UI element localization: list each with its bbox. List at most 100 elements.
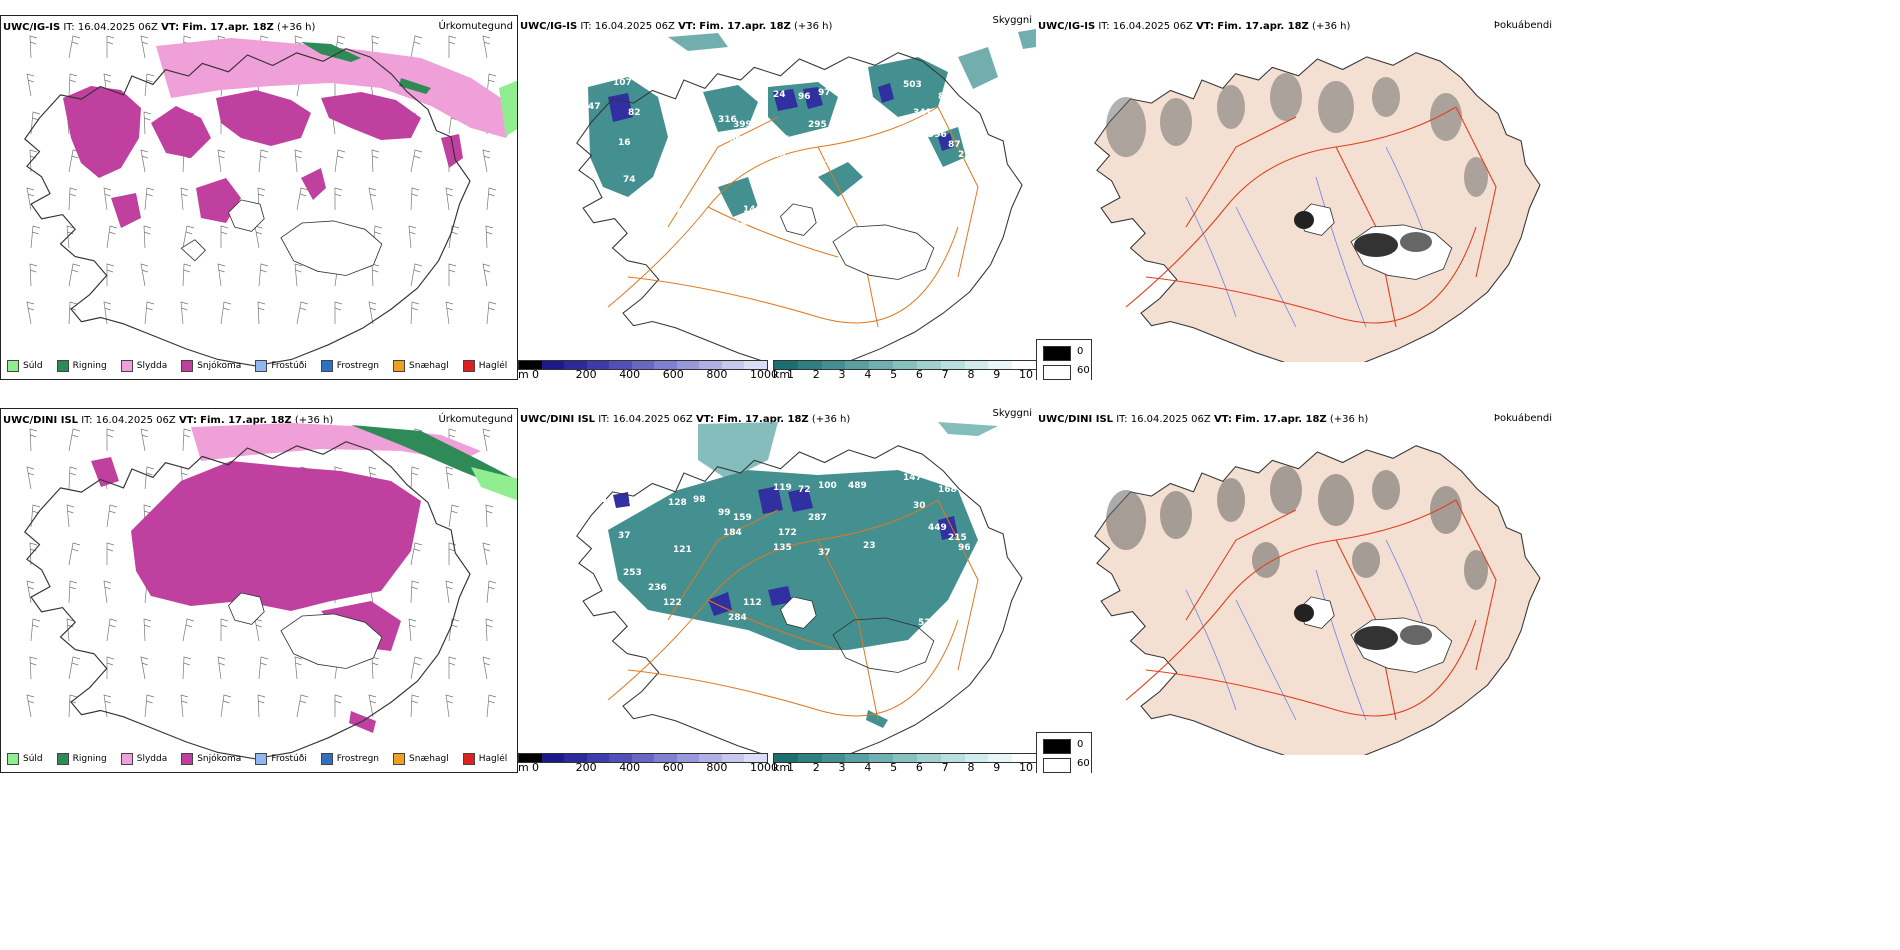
panel-label: Úrkomutegund: [438, 414, 513, 425]
colorbar-tick: 4: [864, 368, 872, 380]
panel-label: Þokuábendi: [1493, 20, 1552, 31]
panel-title: UWC/IG-IS IT: 16.04.2025 06Z VT: Fim. 17…: [3, 22, 316, 33]
legend-swatch: [393, 753, 406, 765]
fog-legend: 0 60: [1036, 732, 1092, 773]
cloudbase-value: 489: [848, 481, 867, 491]
colorbar-tick: 200: [575, 761, 597, 773]
legend-item: Haglél: [462, 753, 508, 765]
cloudbase-value: 74: [623, 175, 636, 185]
visibility-colorbar: [773, 753, 1036, 763]
legend-label: Frostregn: [336, 361, 380, 371]
cloudbase-value: 87: [948, 140, 961, 150]
precip-panel-igis: UWC/IG-IS IT: 16.04.2025 06Z VT: Fim. 17…: [0, 15, 518, 380]
colorbar-tick: 6: [915, 368, 923, 380]
panel-label: Þokuábendi: [1493, 413, 1552, 424]
panel-label: Úrkomutegund: [438, 21, 513, 32]
colorbar-tick: 1: [787, 761, 794, 773]
panel-title: UWC/DINI ISL IT: 16.04.2025 06Z VT: Fim.…: [3, 415, 334, 426]
cloudbase-value: 96: [798, 92, 811, 102]
legend-item: Snjókoma: [181, 360, 241, 372]
legend-item: Slydda: [120, 753, 168, 765]
visibility-colorbar: [773, 360, 1036, 370]
panel-label: Skyggni: [992, 408, 1032, 419]
cloudbase-value: 300: [723, 135, 742, 145]
panel-title: UWC/DINI ISL IT: 16.04.2025 06Z VT: Fim.…: [1038, 414, 1369, 425]
cloudbase-value: 52: [918, 618, 931, 628]
cloudbase-value: 122: [663, 598, 682, 608]
legend-swatch: [120, 360, 133, 372]
fog-shading: [1106, 73, 1488, 197]
colorbar-tick: 9: [993, 761, 1001, 773]
cloudbase-value: 97: [818, 88, 831, 98]
legend-label: Rigning: [72, 754, 107, 764]
cloudbase-value: 128: [788, 208, 807, 218]
precip-map: [24, 35, 517, 367]
legend-item: Rigning: [56, 360, 107, 372]
legend-swatch: [181, 753, 194, 765]
cloudbase-value: 119: [773, 483, 792, 493]
cloudbase-value: 93: [673, 152, 686, 162]
fog-map: [1094, 52, 1541, 362]
cloudbase-value: 341: [913, 108, 932, 118]
legend-label: Slydda: [136, 754, 168, 764]
colorbar-unit: km: [773, 761, 791, 773]
cloudbase-value: 215: [948, 533, 967, 543]
precip-legend: Súld Rigning Slydda Snjókoma Frostúði Frostre…: [7, 753, 517, 765]
cloudbase-value: 995: [668, 105, 687, 115]
sleet-area: [156, 38, 516, 138]
fog-roads: [1125, 106, 1497, 328]
colorbar-tick: 200: [575, 368, 597, 380]
cloudbase-value: 143: [628, 501, 647, 511]
colorbar-tick: 1000: [750, 761, 778, 773]
cloudbase-value: 140: [743, 205, 762, 215]
legend-item: Frostregn: [320, 360, 380, 372]
cloudbase-value: 109: [788, 601, 807, 611]
legend-item: Rigning: [56, 753, 107, 765]
legend-label: Frostregn: [336, 754, 380, 764]
cloudbase-value: 996: [928, 130, 947, 140]
cloudbase-value: 60: [648, 190, 661, 200]
colorbar-tick: 0: [532, 761, 539, 773]
cloudbase-value: 112: [743, 598, 762, 608]
cloudbase-value: 37: [818, 548, 831, 558]
cloudbase-value: 107: [613, 78, 632, 88]
cloudbase-value: 24: [773, 90, 786, 100]
cloudbase-value: 30: [913, 501, 926, 511]
cloudbase-value: 121: [673, 545, 692, 555]
cloudbase-value: 116: [728, 220, 747, 230]
cloudbase-areas: [608, 83, 954, 151]
cloudbase-value: 880: [938, 92, 957, 102]
cloudbase-value: 503: [903, 80, 922, 90]
cloudbase-value: 135: [773, 543, 792, 553]
cloudbase-value: 147: [903, 473, 922, 483]
cloudbase-value: 47: [588, 102, 601, 112]
cloudbase-value: 295: [808, 120, 827, 130]
legend-item: Slydda: [120, 360, 167, 372]
legend-swatch: [120, 753, 133, 765]
legend-swatch: [56, 360, 69, 372]
cloudbase-value: 82: [628, 108, 641, 118]
precip-panel-dini: UWC/DINI ISL IT: 16.04.2025 06Z VT: Fim.…: [0, 408, 518, 773]
cloudbase-value: 122: [613, 471, 632, 481]
colorbar-tick: 800: [706, 761, 728, 773]
panel-title: UWC/DINI ISL IT: 16.04.2025 06Z VT: Fim.…: [520, 414, 851, 425]
panel-label: Skyggni: [992, 15, 1032, 26]
colorbar-tick: 1000: [750, 368, 778, 380]
cloudbase-value: 287: [808, 513, 827, 523]
cloudbase-value: 201: [663, 205, 682, 215]
legend-item: Frostregn: [320, 753, 380, 765]
legend-label: Haglél: [478, 754, 508, 764]
legend-swatch: [320, 753, 333, 765]
colorbar-tick: 7: [941, 368, 949, 380]
colorbar-tick: 2: [812, 761, 820, 773]
colorbar-tick: 6: [915, 761, 923, 773]
colorbar-tick: 400: [619, 368, 641, 380]
cloud-panel-dini: UWC/DINI ISL IT: 16.04.2025 06Z VT: Fim.…: [518, 408, 1036, 773]
fog-map: [1094, 445, 1541, 755]
cloudbase-value: 25: [958, 150, 971, 160]
cloudbase-value: 98: [693, 495, 706, 505]
cloudbase-value: 32: [693, 102, 706, 112]
colorbar-tick: 400: [619, 761, 641, 773]
